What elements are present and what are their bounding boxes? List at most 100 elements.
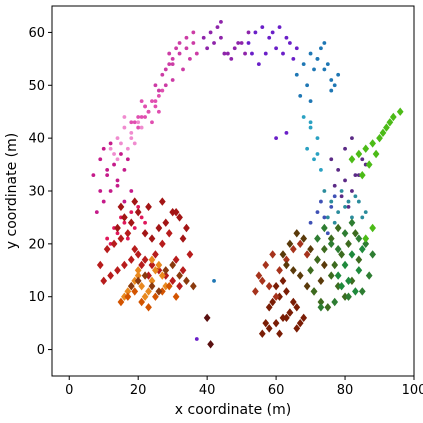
data-point	[294, 46, 299, 51]
data-point	[360, 157, 365, 162]
data-point	[184, 46, 189, 51]
data-point	[250, 51, 254, 56]
data-point-diamond	[145, 202, 152, 212]
data-point	[105, 236, 110, 241]
data-point-diamond	[296, 318, 304, 328]
data-point	[219, 19, 223, 24]
data-point-diamond	[358, 244, 366, 254]
data-point	[108, 189, 113, 193]
data-point-diamond	[131, 197, 139, 206]
data-point	[215, 25, 220, 30]
data-point	[219, 35, 223, 40]
data-point	[301, 62, 306, 67]
data-point-diamond	[348, 155, 356, 164]
data-point-diamond	[152, 292, 159, 301]
data-point-diamond	[376, 133, 383, 143]
data-point	[315, 56, 320, 61]
data-point-diamond	[179, 266, 187, 275]
data-point	[284, 130, 289, 135]
data-point	[125, 236, 130, 241]
data-point-diamond	[117, 202, 125, 212]
data-point-diamond	[289, 244, 297, 254]
data-point	[246, 41, 251, 45]
data-point-diamond	[145, 271, 152, 280]
data-point	[284, 35, 289, 40]
data-point	[308, 120, 313, 125]
data-point-diamond	[283, 255, 290, 264]
data-point	[115, 157, 120, 162]
data-point-diamond	[152, 250, 159, 259]
data-point	[260, 25, 265, 30]
data-point	[329, 204, 334, 209]
data-point	[112, 152, 116, 156]
data-point-diamond	[317, 303, 325, 312]
data-point-diamond	[169, 260, 177, 270]
data-point-diamond	[362, 234, 370, 243]
data-point	[360, 215, 365, 220]
data-point	[184, 35, 189, 40]
data-point	[119, 141, 123, 146]
x-tick-label: 100	[402, 383, 423, 398]
data-point-diamond	[272, 281, 280, 291]
data-point	[129, 130, 134, 135]
data-point	[205, 46, 210, 51]
data-point	[129, 189, 134, 193]
data-point-diamond	[124, 292, 132, 301]
data-point	[329, 78, 334, 82]
data-point	[212, 41, 216, 45]
data-point	[156, 93, 161, 98]
data-point	[122, 115, 127, 119]
data-point-diamond	[158, 197, 166, 206]
data-point-diamond	[341, 229, 349, 238]
data-point-diamond	[345, 292, 352, 301]
data-point-diamond	[179, 234, 187, 243]
data-point-diamond	[276, 329, 283, 338]
data-point	[115, 183, 120, 188]
data-point	[105, 173, 110, 178]
data-point	[325, 231, 330, 236]
data-point-diamond	[145, 303, 152, 312]
data-point-diamond	[276, 292, 283, 301]
data-point	[329, 157, 334, 162]
data-point	[132, 226, 137, 230]
data-point	[322, 41, 327, 45]
data-point	[129, 136, 134, 141]
data-point	[146, 109, 151, 114]
data-point-diamond	[121, 213, 128, 222]
data-point	[167, 51, 172, 56]
data-point	[339, 194, 344, 199]
data-point	[160, 88, 165, 93]
data-point-diamond	[255, 271, 263, 280]
data-point-diamond	[183, 276, 190, 286]
data-point	[212, 278, 216, 283]
data-point-diamond	[148, 260, 156, 270]
data-point-diamond	[334, 281, 342, 291]
data-point	[239, 41, 244, 45]
data-point-diamond	[348, 276, 356, 286]
data-point-diamond	[124, 287, 132, 296]
data-point-diamond	[162, 271, 170, 280]
data-point	[225, 51, 230, 56]
data-point-diamond	[134, 207, 142, 217]
data-point-diamond	[338, 250, 345, 259]
data-point	[122, 125, 127, 130]
data-point	[91, 173, 96, 178]
data-point	[336, 167, 341, 172]
x-tick-label: 60	[268, 383, 285, 398]
data-point	[301, 115, 306, 119]
data-point	[308, 220, 313, 225]
data-point-diamond	[334, 244, 342, 254]
data-point-diamond	[124, 229, 132, 238]
data-point	[336, 72, 341, 77]
data-point-diamond	[341, 260, 349, 270]
data-point-diamond	[134, 266, 142, 275]
data-point-diamond	[352, 287, 359, 296]
data-point	[315, 210, 320, 215]
data-point	[294, 72, 299, 77]
data-point-diamond	[341, 292, 349, 301]
data-point-diamond	[355, 149, 363, 159]
data-point-diamond	[134, 250, 142, 259]
data-point-diamond	[362, 239, 370, 249]
data-point	[356, 199, 361, 204]
data-point-diamond	[127, 281, 135, 291]
